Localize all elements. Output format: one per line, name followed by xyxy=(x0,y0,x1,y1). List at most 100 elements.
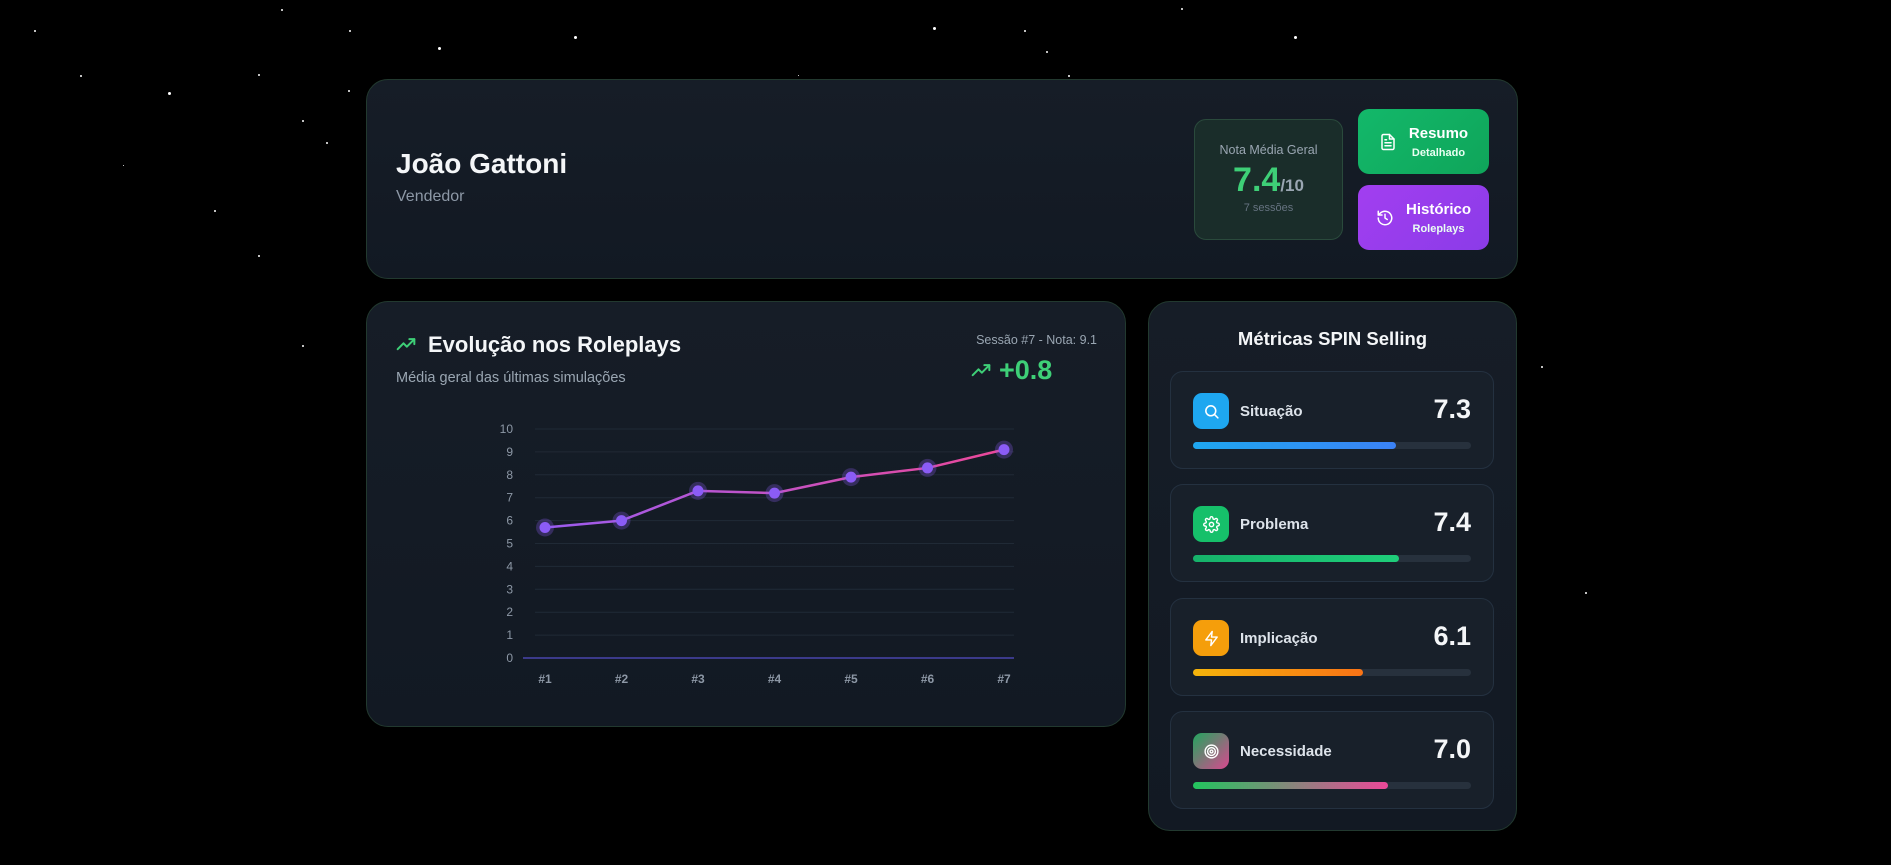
average-score-max: /10 xyxy=(1280,176,1304,195)
document-icon xyxy=(1381,133,1395,150)
star xyxy=(1024,30,1026,32)
metric-bar-fill xyxy=(1193,442,1396,449)
latest-session-info: Sessão #7 - Nota: 9.1 xyxy=(976,333,1097,347)
star xyxy=(1585,592,1587,594)
x-tick-label: #2 xyxy=(615,672,629,686)
y-tick-label: 3 xyxy=(506,582,513,596)
star xyxy=(1294,36,1297,39)
metric-bar-fill xyxy=(1193,669,1363,676)
data-point xyxy=(998,444,1010,456)
star xyxy=(326,142,328,144)
y-tick-label: 8 xyxy=(506,468,513,482)
star xyxy=(1541,366,1543,368)
x-tick-label: #7 xyxy=(997,672,1011,686)
data-point xyxy=(616,515,627,527)
metric-score: 6.1 xyxy=(1433,621,1471,651)
metric-bar-fill xyxy=(1193,782,1388,789)
y-tick-label: 6 xyxy=(506,514,513,528)
trending-up-icon xyxy=(396,338,416,351)
x-tick-label: #3 xyxy=(691,672,705,686)
gear-icon xyxy=(1202,515,1220,533)
evolution-subtitle: Média geral das últimas simulações xyxy=(396,370,626,386)
y-tick-label: 5 xyxy=(506,537,513,551)
star xyxy=(438,47,441,50)
star xyxy=(933,27,936,30)
evolution-chart: 0 1 2 3 4 5 6 7 8 9 10 #1 #2 #3 #4 #5 #6 #7 xyxy=(500,422,1014,686)
x-tick-label: #6 xyxy=(921,672,935,686)
data-point xyxy=(845,471,857,483)
y-tick-label: 1 xyxy=(506,628,513,642)
star xyxy=(1068,75,1070,77)
data-point xyxy=(692,485,704,497)
average-score-value: 7.4 xyxy=(1233,161,1281,199)
evolution-title: Evolução nos Roleplays xyxy=(428,332,682,357)
x-tick-label: #1 xyxy=(538,672,552,686)
evolution-card: 0 1 2 3 4 5 6 7 8 9 10 #1 #2 #3 #4 #5 #6 #7 Evolução nos … xyxy=(366,301,1126,727)
metric-icon-box xyxy=(1193,393,1229,429)
star xyxy=(123,165,124,166)
metric-implication: Implicação 6.1 xyxy=(1170,598,1494,696)
star xyxy=(258,74,260,76)
metric-situation: Situação 7.3 xyxy=(1170,371,1494,469)
star xyxy=(302,345,304,347)
star xyxy=(349,30,351,32)
search-icon xyxy=(1204,404,1219,419)
y-tick-label: 4 xyxy=(506,559,513,573)
star xyxy=(574,36,577,39)
metric-name: Problema xyxy=(1240,516,1309,533)
x-tick-label: #4 xyxy=(768,672,782,686)
star xyxy=(80,75,82,77)
average-score-row: 7.4/10 xyxy=(1195,161,1342,200)
star xyxy=(258,255,260,257)
user-name: João Gattoni xyxy=(396,148,568,179)
star xyxy=(214,210,216,212)
metric-name: Implicação xyxy=(1240,630,1318,647)
metric-icon-box xyxy=(1193,733,1229,769)
metric-bar-fill xyxy=(1193,555,1399,562)
history-button-subtitle: Roleplays xyxy=(1412,222,1465,235)
y-tick-label: 2 xyxy=(506,605,513,619)
y-tick-label: 9 xyxy=(506,445,513,459)
average-score-label: Nota Média Geral xyxy=(1219,143,1318,157)
profile-card: João Gattoni Vendedor Nota Média Geral 7… xyxy=(366,79,1518,279)
star xyxy=(34,30,36,32)
score-delta: +0.8 xyxy=(971,355,1052,386)
y-tick-label: 10 xyxy=(500,422,514,436)
detailed-summary-button[interactable]: Resumo Detalhado xyxy=(1358,109,1489,174)
user-role: Vendedor xyxy=(396,188,465,205)
metric-name: Necessidade xyxy=(1240,743,1332,760)
metric-bar-track xyxy=(1193,555,1471,562)
y-tick-label: 0 xyxy=(506,651,513,665)
star xyxy=(1181,8,1183,10)
target-icon xyxy=(1203,743,1219,759)
metric-need: Necessidade 7.0 xyxy=(1170,711,1494,809)
history-icon xyxy=(1377,210,1393,225)
spin-metrics-card: Métricas SPIN Selling Situação 7.3 Probl… xyxy=(1148,301,1517,831)
data-point xyxy=(769,487,780,499)
metric-bar-track xyxy=(1193,442,1471,449)
metric-bar-track xyxy=(1193,782,1471,789)
x-tick-label: #5 xyxy=(844,672,858,686)
star xyxy=(348,90,350,92)
star xyxy=(798,75,799,76)
evolution-title-row: Evolução nos Roleplays xyxy=(396,332,681,358)
y-tick-label: 7 xyxy=(506,491,513,505)
metric-problem: Problema 7.4 xyxy=(1170,484,1494,582)
summary-button-subtitle: Detalhado xyxy=(1411,146,1466,159)
metric-score: 7.4 xyxy=(1433,507,1471,537)
metric-score: 7.0 xyxy=(1433,734,1471,764)
star xyxy=(168,92,171,95)
data-point xyxy=(922,462,933,474)
star xyxy=(1046,51,1048,53)
average-score-box: Nota Média Geral 7.4/10 7 sessões xyxy=(1194,119,1343,240)
score-delta-value: +0.8 xyxy=(999,355,1053,385)
star xyxy=(302,120,304,122)
roleplay-history-button[interactable]: Histórico Roleplays xyxy=(1358,185,1489,250)
data-point xyxy=(539,521,551,533)
spin-title: Métricas SPIN Selling xyxy=(1237,328,1428,349)
star xyxy=(281,9,283,11)
summary-button-title: Resumo xyxy=(1408,124,1469,142)
metric-score: 7.3 xyxy=(1433,394,1471,424)
metric-icon-box xyxy=(1193,506,1229,542)
session-count: 7 sessões xyxy=(1243,202,1294,214)
